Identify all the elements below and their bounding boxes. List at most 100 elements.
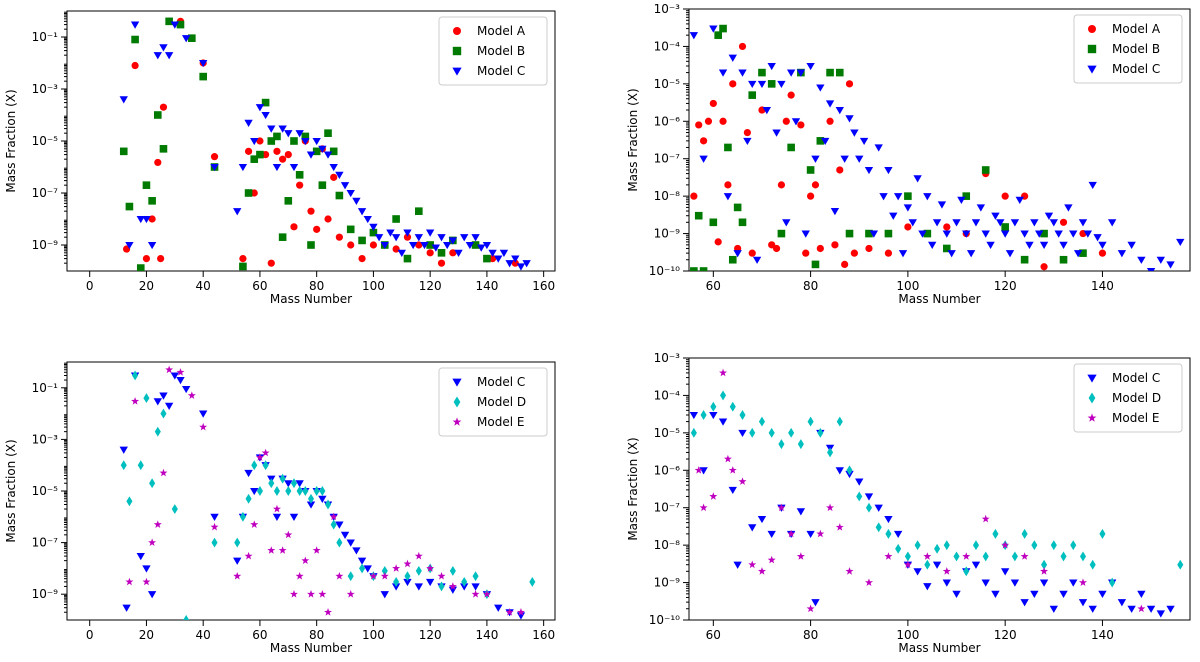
model-c-point [414, 583, 423, 591]
model-c-point [516, 263, 526, 271]
model-c-point [465, 241, 475, 250]
model-a-point [807, 192, 815, 200]
model-d-point [160, 408, 167, 419]
model-c-point [786, 69, 796, 77]
legend: Model A Model B Model C [438, 16, 548, 86]
model-d-point [245, 493, 252, 504]
model-e-point [261, 448, 270, 457]
legend-box [1073, 363, 1183, 433]
model-c-point [816, 84, 825, 92]
model-c-point [159, 392, 168, 400]
model-c-point [850, 129, 859, 137]
model-c-point [1127, 241, 1136, 250]
model-c-point [908, 219, 917, 227]
model-c-point [932, 561, 942, 569]
model-d-point [449, 565, 456, 576]
y-tick-label: 10⁻¹⁰ [649, 613, 680, 627]
model-e-point [482, 590, 491, 598]
model-d-point [171, 504, 178, 514]
model-c-point [119, 446, 128, 454]
model-e-point [816, 529, 825, 538]
model-d-point [700, 410, 707, 420]
model-c-point [971, 219, 981, 227]
legend: Model C Model D Model E [438, 367, 548, 437]
x-axis-label: Mass Number [898, 292, 980, 306]
y-axis-label: Mass Fraction (X) [4, 89, 18, 192]
model-c-point [1146, 267, 1156, 271]
model-c-point [913, 175, 922, 183]
model-c-point [403, 578, 412, 587]
model-b-point [244, 189, 253, 197]
model-a-point [239, 254, 247, 263]
model-d-point [290, 478, 298, 489]
x-axis-label: Mass Number [898, 641, 980, 655]
model-c-point [391, 583, 401, 591]
model-e-point [284, 530, 293, 539]
model-d-point [739, 410, 746, 420]
model-d-point [768, 427, 775, 438]
model-b-point [165, 17, 173, 26]
model-b-point [403, 254, 412, 263]
model-c-point [830, 207, 840, 216]
model-c-point [482, 241, 492, 250]
model-b-point [290, 137, 298, 145]
model-a-point [284, 150, 292, 159]
model-e-point [318, 590, 327, 598]
chart-panel-2: 10⁻¹⁰ 10⁻⁹ 10⁻⁸ 10⁻⁷ 10⁻⁶ 10⁻⁵ 10⁻⁴ 10⁻³ 60 80 100… [626, 2, 1191, 306]
model-c-point [380, 591, 389, 599]
model-b-point [437, 249, 446, 257]
model-c-point [752, 256, 762, 264]
legend-marker [452, 417, 462, 426]
model-c-point [448, 237, 458, 245]
plot-area-frame [688, 357, 1191, 621]
model-c-point [505, 260, 514, 268]
model-c-point [1054, 230, 1063, 238]
model-e-point [796, 552, 805, 560]
legend-label: Model B [1112, 42, 1160, 56]
model-c-point [957, 196, 966, 204]
model-c-point [1025, 241, 1034, 250]
model-d-point [817, 427, 824, 438]
model-c-point [1093, 234, 1102, 242]
model-d-point [1041, 559, 1048, 570]
model-d-point [1089, 559, 1096, 570]
model-c-point [164, 402, 174, 411]
data-points [119, 365, 536, 620]
x-tick-label: 140 [475, 279, 498, 293]
model-c-point [1049, 605, 1058, 613]
model-c-point [130, 21, 140, 29]
model-e-point [709, 492, 718, 500]
model-c-point [898, 250, 908, 258]
model-c-point [329, 163, 338, 172]
model-c-point [937, 201, 947, 209]
model-a-point [307, 207, 315, 215]
model-c-point [986, 241, 995, 250]
model-c-point [391, 234, 401, 242]
model-c-point [1049, 219, 1058, 227]
model-d-point [914, 540, 921, 551]
model-c-point [425, 229, 435, 237]
model-e-point [723, 454, 732, 463]
model-c-point [709, 25, 718, 33]
x-tick-label: 80 [309, 628, 324, 642]
model-c-point [1166, 605, 1175, 613]
model-a-point [330, 173, 338, 181]
model-c-point [289, 513, 299, 521]
model-c-point [408, 241, 418, 250]
model-b-point [806, 166, 815, 174]
model-a-point [157, 254, 165, 263]
y-tick-label: 10⁻⁷ [32, 186, 59, 200]
model-a-point [777, 181, 786, 189]
model-c-point [1000, 230, 1010, 238]
model-c-point [864, 166, 874, 175]
model-c-point [1020, 599, 1029, 607]
model-e-point [267, 546, 276, 554]
model-a-point [748, 249, 756, 257]
model-c-point [1166, 261, 1175, 269]
model-e-point [250, 520, 259, 528]
model-d-point [359, 563, 366, 574]
model-c-point [699, 467, 708, 475]
model-c-point [757, 80, 767, 89]
model-c-point [244, 469, 253, 478]
x-tick-label: 0 [86, 279, 94, 293]
